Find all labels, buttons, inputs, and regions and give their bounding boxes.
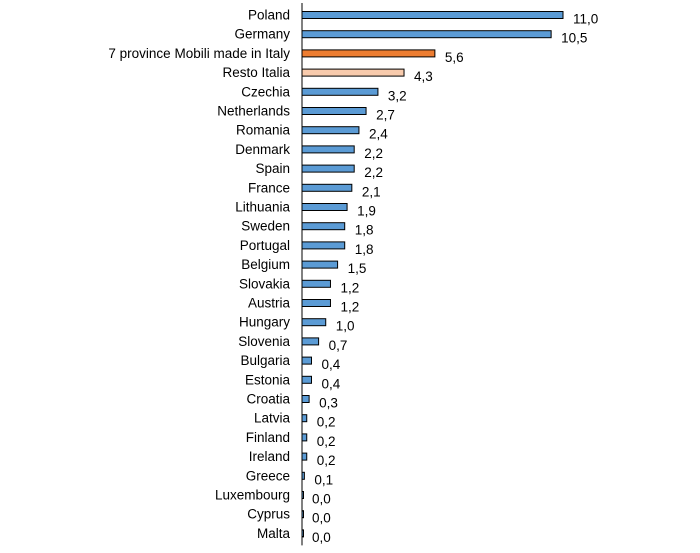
value-label-26: 0,0 bbox=[312, 511, 331, 526]
value-label-18: 0,4 bbox=[321, 357, 340, 372]
category-label-25: Luxembourg bbox=[215, 488, 290, 503]
category-label-2: 7 province Mobili made in Italy bbox=[108, 46, 290, 61]
category-label-4: Czechia bbox=[241, 84, 290, 99]
category-label-9: France bbox=[248, 180, 290, 195]
category-label-8: Spain bbox=[255, 161, 290, 176]
category-label-24: Greece bbox=[246, 468, 290, 483]
value-label-11: 1,8 bbox=[355, 223, 374, 238]
category-label-19: Estonia bbox=[245, 372, 291, 387]
category-label-6: Romania bbox=[236, 123, 291, 138]
bar-17 bbox=[301, 337, 320, 346]
bar-1 bbox=[301, 30, 552, 39]
bar-7 bbox=[301, 145, 355, 154]
value-label-4: 3,2 bbox=[388, 88, 407, 103]
value-label-25: 0,0 bbox=[312, 492, 331, 507]
value-label-27: 0,0 bbox=[312, 530, 331, 545]
bar-18 bbox=[301, 356, 312, 365]
category-label-15: Austria bbox=[248, 296, 291, 311]
category-label-18: Bulgaria bbox=[240, 353, 290, 368]
category-label-13: Belgium bbox=[241, 257, 290, 272]
category-label-10: Lithuania bbox=[235, 200, 290, 215]
category-label-5: Netherlands bbox=[217, 104, 290, 119]
bar-19 bbox=[301, 375, 312, 384]
value-label-16: 1,0 bbox=[336, 319, 355, 334]
value-label-9: 2,1 bbox=[362, 184, 381, 199]
category-label-23: Ireland bbox=[249, 449, 290, 464]
value-label-24: 0,1 bbox=[314, 472, 333, 487]
bar-0 bbox=[301, 11, 564, 19]
bar-12 bbox=[301, 241, 346, 250]
category-label-0: Poland bbox=[248, 8, 290, 23]
category-label-3: Resto Italia bbox=[222, 65, 290, 80]
category-label-20: Croatia bbox=[246, 392, 290, 407]
value-label-6: 2,4 bbox=[369, 127, 388, 142]
bar-3 bbox=[301, 68, 405, 77]
value-label-22: 0,2 bbox=[317, 434, 336, 449]
value-label-10: 1,9 bbox=[357, 204, 376, 219]
bar-6 bbox=[301, 126, 360, 135]
bar-8 bbox=[301, 164, 355, 173]
category-label-12: Portugal bbox=[240, 238, 290, 253]
bar-14 bbox=[301, 279, 331, 288]
bar-22 bbox=[301, 433, 308, 442]
category-label-14: Slovakia bbox=[239, 276, 291, 291]
value-label-19: 0,4 bbox=[321, 376, 340, 391]
value-label-14: 1,2 bbox=[340, 280, 359, 295]
category-label-16: Hungary bbox=[239, 315, 290, 330]
value-label-13: 1,5 bbox=[348, 261, 367, 276]
value-label-17: 0,7 bbox=[329, 338, 348, 353]
value-label-0: 11,0 bbox=[573, 12, 598, 27]
value-label-8: 2,2 bbox=[364, 165, 383, 180]
value-label-15: 1,2 bbox=[340, 300, 359, 315]
bars-group bbox=[301, 11, 564, 538]
bar-13 bbox=[301, 260, 339, 269]
category-label-22: Finland bbox=[246, 430, 290, 445]
labels-group: Poland 11,0 Germany 10,5 7 province Mobili m… bbox=[108, 8, 598, 545]
bar-21 bbox=[301, 414, 308, 423]
value-label-3: 4,3 bbox=[414, 69, 433, 84]
bar-15 bbox=[301, 299, 331, 307]
category-label-7: Denmark bbox=[235, 142, 290, 157]
bar-2 bbox=[301, 49, 436, 58]
value-label-1: 10,5 bbox=[561, 31, 587, 46]
bar-5 bbox=[301, 107, 367, 115]
category-label-17: Slovenia bbox=[238, 334, 290, 349]
value-label-2: 5,6 bbox=[445, 50, 464, 65]
value-label-5: 2,7 bbox=[376, 108, 395, 123]
bar-10 bbox=[301, 203, 348, 211]
bar-16 bbox=[301, 318, 327, 327]
bar-20 bbox=[301, 395, 310, 403]
value-label-21: 0,2 bbox=[317, 415, 336, 430]
bar-23 bbox=[301, 452, 308, 461]
value-label-12: 1,8 bbox=[355, 242, 374, 257]
category-label-27: Malta bbox=[257, 526, 291, 541]
value-label-7: 2,2 bbox=[364, 146, 383, 161]
bar-4 bbox=[301, 87, 379, 96]
value-label-23: 0,2 bbox=[317, 453, 336, 468]
category-label-1: Germany bbox=[234, 27, 290, 42]
bar-9 bbox=[301, 183, 353, 192]
category-label-21: Latvia bbox=[254, 411, 291, 426]
category-label-11: Sweden bbox=[241, 219, 290, 234]
bar-11 bbox=[301, 222, 346, 231]
value-label-20: 0,3 bbox=[319, 396, 338, 411]
category-label-26: Cyprus bbox=[247, 507, 290, 522]
